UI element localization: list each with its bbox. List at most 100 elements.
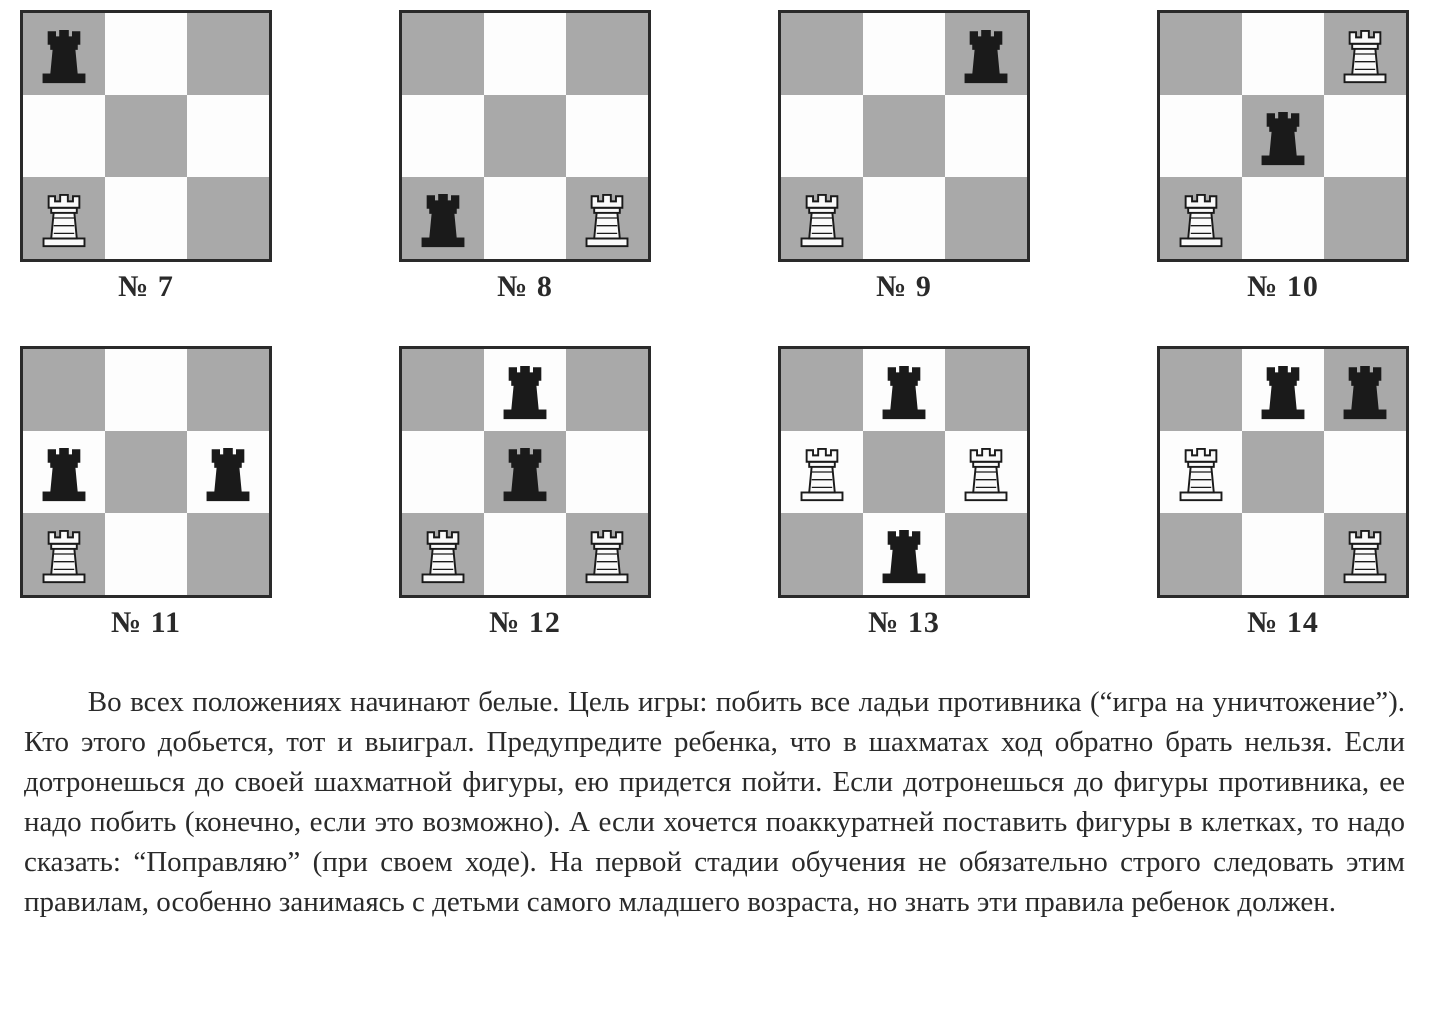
board-square [863, 13, 945, 95]
board-block-b13: № 13 [778, 346, 1030, 640]
board-square [187, 513, 269, 595]
board-square [863, 431, 945, 513]
board-square [484, 177, 566, 259]
white-rook-icon [1169, 440, 1233, 504]
board-block-b14: № 14 [1157, 346, 1409, 640]
black-rook-icon [196, 440, 260, 504]
page: № 7№ 8№ 9№ 10№ 11№ 12№ 13№ 14 Во всех по… [0, 0, 1429, 962]
board-square [105, 95, 187, 177]
board-square [863, 95, 945, 177]
chess-board [20, 10, 272, 262]
board-square [402, 177, 484, 259]
board-caption: № 12 [489, 606, 561, 640]
board-square [945, 431, 1027, 513]
board-square [105, 349, 187, 431]
board-square [484, 13, 566, 95]
board-square [1160, 431, 1242, 513]
board-square [187, 349, 269, 431]
white-rook-icon [954, 440, 1018, 504]
board-square [945, 95, 1027, 177]
white-rook-icon [1333, 522, 1397, 586]
board-square [566, 349, 648, 431]
black-rook-icon [32, 440, 96, 504]
board-square [187, 13, 269, 95]
board-caption: № 13 [868, 606, 940, 640]
black-rook-icon [32, 22, 96, 86]
chess-board [1157, 10, 1409, 262]
board-square [402, 13, 484, 95]
board-square [23, 431, 105, 513]
board-square [1324, 349, 1406, 431]
board-square [484, 513, 566, 595]
boards-row: № 7 № 8 № 9 № 10 [20, 10, 1409, 304]
board-square [781, 13, 863, 95]
white-rook-icon [1169, 186, 1233, 250]
black-rook-icon [1251, 358, 1315, 422]
board-caption: № 14 [1247, 606, 1319, 640]
board-square [484, 95, 566, 177]
board-square [781, 95, 863, 177]
chess-board [20, 346, 272, 598]
board-square [187, 431, 269, 513]
board-square [781, 349, 863, 431]
board-square [566, 431, 648, 513]
board-square [105, 13, 187, 95]
board-square [781, 431, 863, 513]
board-square [23, 177, 105, 259]
board-square [945, 13, 1027, 95]
board-square [23, 513, 105, 595]
board-square [1242, 431, 1324, 513]
board-square [484, 431, 566, 513]
board-square [566, 513, 648, 595]
board-block-b7: № 7 [20, 10, 272, 304]
board-square [1160, 177, 1242, 259]
chess-board [778, 10, 1030, 262]
board-caption: № 11 [111, 606, 181, 640]
board-square [781, 513, 863, 595]
board-square [402, 95, 484, 177]
board-square [105, 177, 187, 259]
board-caption: № 7 [118, 270, 174, 304]
chess-board [1157, 346, 1409, 598]
boards-container: № 7 № 8 № 9 № 10 № 11 № 12 № 13 № 14 [20, 10, 1409, 640]
black-rook-icon [411, 186, 475, 250]
board-square [1242, 513, 1324, 595]
board-block-b11: № 11 [20, 346, 272, 640]
black-rook-icon [872, 358, 936, 422]
board-square [1324, 13, 1406, 95]
board-square [23, 13, 105, 95]
board-square [105, 431, 187, 513]
board-square [1324, 431, 1406, 513]
board-block-b10: № 10 [1157, 10, 1409, 304]
board-square [402, 349, 484, 431]
board-square [781, 177, 863, 259]
white-rook-icon [790, 440, 854, 504]
board-block-b12: № 12 [399, 346, 651, 640]
board-square [1160, 349, 1242, 431]
black-rook-icon [493, 358, 557, 422]
board-square [566, 177, 648, 259]
board-square [863, 177, 945, 259]
board-square [23, 349, 105, 431]
board-square [863, 349, 945, 431]
chess-board [399, 10, 651, 262]
board-square [1242, 177, 1324, 259]
board-square [1160, 13, 1242, 95]
board-caption: № 9 [876, 270, 932, 304]
chess-board [399, 346, 651, 598]
board-square [1242, 95, 1324, 177]
board-square [566, 13, 648, 95]
board-caption: № 8 [497, 270, 553, 304]
board-square [187, 95, 269, 177]
board-block-b9: № 9 [778, 10, 1030, 304]
board-square [566, 95, 648, 177]
board-square [187, 177, 269, 259]
white-rook-icon [411, 522, 475, 586]
board-square [945, 349, 1027, 431]
board-caption: № 10 [1247, 270, 1319, 304]
white-rook-icon [790, 186, 854, 250]
board-square [484, 349, 566, 431]
board-square [105, 513, 187, 595]
black-rook-icon [954, 22, 1018, 86]
white-rook-icon [32, 522, 96, 586]
